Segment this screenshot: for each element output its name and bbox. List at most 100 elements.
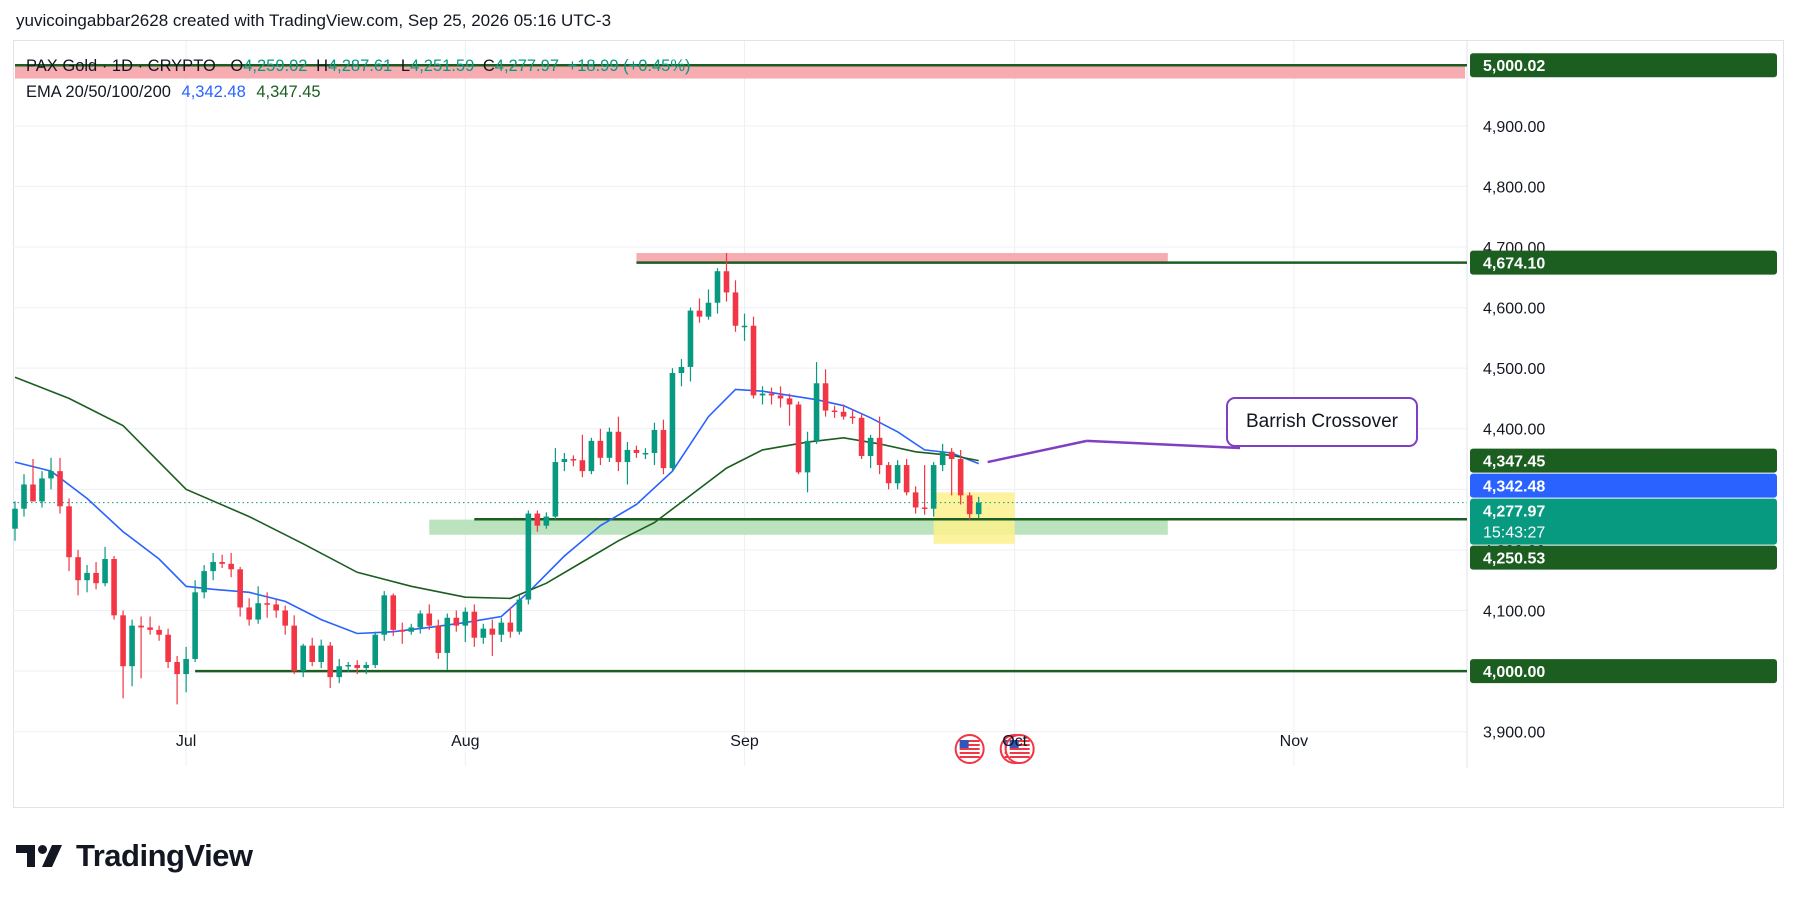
candle-body: [291, 625, 297, 672]
candle-body: [93, 572, 99, 584]
price-tag-bg: [1470, 498, 1777, 545]
flag-canton: [959, 740, 969, 748]
price-tag-label: 4,347.45: [1483, 454, 1545, 471]
candle-body: [228, 563, 234, 570]
candle-body: [795, 404, 802, 473]
candle-body: [498, 622, 505, 635]
candle: [84, 565, 90, 593]
close-value: 4,277.97: [494, 57, 559, 75]
candle-body: [651, 429, 658, 453]
high-value: 4,287.61: [328, 57, 393, 75]
candle: [435, 619, 442, 659]
candle-body: [507, 622, 514, 632]
price-tag: 4,347.45: [1470, 448, 1777, 473]
price-tag-bg: [1470, 659, 1777, 684]
candle-body: [174, 661, 180, 675]
candle-body: [489, 628, 496, 635]
time-tick-label: Nov: [1280, 733, 1308, 750]
candle-body: [129, 625, 135, 667]
price-tick-label: 4,800.00: [1483, 179, 1545, 196]
price-tag-bg: [1470, 53, 1777, 78]
candle-body: [831, 410, 838, 413]
candle: [867, 434, 874, 469]
price-tag: 4,674.10: [1470, 250, 1777, 275]
price-tag: 4,277.97 15:43:27: [1470, 498, 1777, 545]
candle-body: [759, 393, 766, 396]
candle-body: [246, 607, 252, 620]
candle: [840, 404, 847, 420]
annotation-pointer-join: [1086, 439, 1241, 450]
candle: [534, 510, 541, 532]
candle-body: [660, 429, 667, 469]
ema-label[interactable]: EMA 20/50/100/200: [26, 83, 171, 101]
candle: [336, 658, 343, 684]
branding[interactable]: TradingView: [16, 838, 253, 874]
flag-stripe: [959, 756, 980, 758]
candle: [705, 289, 712, 320]
candle-body: [183, 658, 189, 675]
candle-body: [570, 459, 577, 461]
candle: [300, 643, 306, 678]
candle: [579, 434, 586, 478]
candle-body: [885, 465, 892, 484]
candle: [174, 655, 180, 705]
candle: [66, 498, 72, 572]
candle: [237, 566, 243, 617]
candle-body: [543, 516, 550, 526]
annotation-callout[interactable]: Barrish Crossover: [1226, 397, 1418, 447]
candle-body: [201, 571, 207, 593]
price-tag-label: 4,342.48: [1483, 479, 1545, 496]
candle-body: [363, 665, 370, 669]
high-label: H: [316, 57, 328, 75]
flag-stripe: [959, 748, 980, 750]
price-tag: 4,342.48: [1470, 473, 1777, 498]
candle-body: [327, 645, 334, 678]
candle: [12, 501, 18, 541]
price-tick-label: 4,500.00: [1483, 361, 1545, 378]
candle-body: [147, 627, 153, 630]
candle: [930, 462, 937, 517]
candle: [183, 646, 189, 693]
time-tick-label: Aug: [451, 733, 479, 750]
candle-body: [435, 625, 442, 653]
flag-canton: [1009, 740, 1019, 748]
candle-body: [255, 603, 261, 620]
candle: [480, 623, 487, 644]
candle: [525, 510, 532, 605]
ema-20-line: [14, 388, 979, 635]
candle: [777, 386, 784, 408]
candle: [129, 619, 135, 687]
candle-body: [39, 478, 45, 502]
candle: [786, 393, 793, 426]
flag-stripe: [1009, 756, 1030, 758]
candle-body: [588, 440, 595, 472]
candle-body: [921, 507, 928, 509]
candle-body: [102, 558, 108, 584]
candle-body: [219, 562, 225, 564]
price-tag-label: 4,277.97: [1483, 504, 1545, 521]
candle-body: [687, 310, 694, 367]
flag-stripe: [1009, 752, 1030, 754]
candle-body: [75, 557, 81, 581]
candle-body: [84, 572, 90, 581]
flag-stripe: [1009, 744, 1030, 746]
candle: [264, 592, 270, 618]
ema-fast-value: 4,342.48: [181, 83, 246, 101]
candle-body: [237, 569, 243, 608]
symbol-label[interactable]: PAX Gold · 1D · CRYPTO: [26, 57, 216, 75]
candle-body: [471, 611, 478, 638]
us-flag-icon[interactable]: [954, 734, 985, 764]
price-tick-label: 4,100.00: [1483, 603, 1545, 620]
open-label: O: [230, 57, 244, 75]
resistance-zone: [15, 64, 1465, 79]
candle: [363, 661, 370, 675]
candle: [462, 607, 469, 642]
candle-body: [156, 629, 162, 635]
candle: [849, 409, 856, 424]
candle-body: [858, 417, 865, 456]
candle: [417, 610, 424, 634]
candles-layer: [12, 253, 982, 705]
us-flag-icon[interactable]: [1004, 734, 1035, 764]
candle: [192, 580, 198, 662]
